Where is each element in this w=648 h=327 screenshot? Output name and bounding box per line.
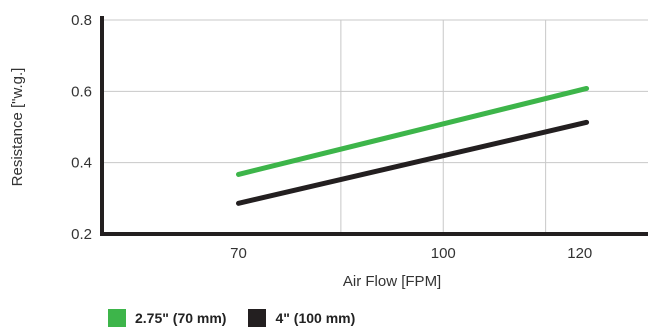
axes	[100, 16, 648, 236]
x-axis-title: Air Flow [FPM]	[343, 273, 441, 290]
tick-labels: 0.2 0.4 0.6 0.8 70 100 120	[71, 12, 592, 262]
y-tick-label: 0.2	[71, 226, 92, 243]
line-chart: 0.2 0.4 0.6 0.8 70 100 120 Air Flow [FPM] Resi…	[9, 12, 648, 290]
legend-swatch-green	[108, 309, 126, 327]
legend: 2.75" (70 mm) 4" (100 mm)	[108, 309, 377, 327]
y-axis-title: Resistance ["w.g.]	[9, 68, 26, 187]
series-lines	[236, 85, 590, 206]
legend-item-green: 2.75" (70 mm)	[108, 309, 226, 327]
legend-item-black: 4" (100 mm)	[248, 309, 355, 327]
legend-swatch-black	[248, 309, 267, 327]
y-tick-label: 0.8	[71, 12, 92, 29]
x-tick-label: 100	[431, 245, 456, 262]
y-tick-label: 0.6	[71, 83, 92, 100]
legend-label: 2.75" (70 mm)	[135, 310, 227, 326]
gridlines	[102, 19, 648, 234]
series-line-1	[236, 119, 590, 206]
x-tick-label: 120	[567, 245, 592, 262]
legend-label: 4" (100 mm)	[275, 310, 356, 326]
series-line-0	[236, 85, 590, 177]
x-tick-label: 70	[230, 245, 247, 262]
y-tick-label: 0.4	[71, 155, 92, 172]
